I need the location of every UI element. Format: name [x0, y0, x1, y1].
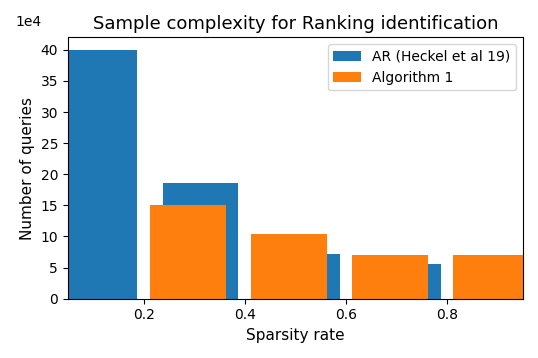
Bar — [61, 50, 137, 299]
Bar — [352, 255, 428, 299]
Text: 1e4: 1e4 — [15, 15, 41, 29]
Y-axis label: Number of queries: Number of queries — [20, 97, 35, 240]
X-axis label: Sparsity rate: Sparsity rate — [246, 328, 345, 343]
Bar — [264, 254, 339, 299]
Bar — [150, 205, 226, 299]
Title: Sample complexity for Ranking identification: Sample complexity for Ranking identifica… — [93, 15, 498, 33]
Bar — [162, 183, 238, 299]
Legend: AR (Heckel et al 19), Algorithm 1: AR (Heckel et al 19), Algorithm 1 — [328, 44, 516, 90]
Bar — [454, 255, 529, 299]
Bar — [251, 234, 327, 299]
Bar — [365, 265, 441, 299]
